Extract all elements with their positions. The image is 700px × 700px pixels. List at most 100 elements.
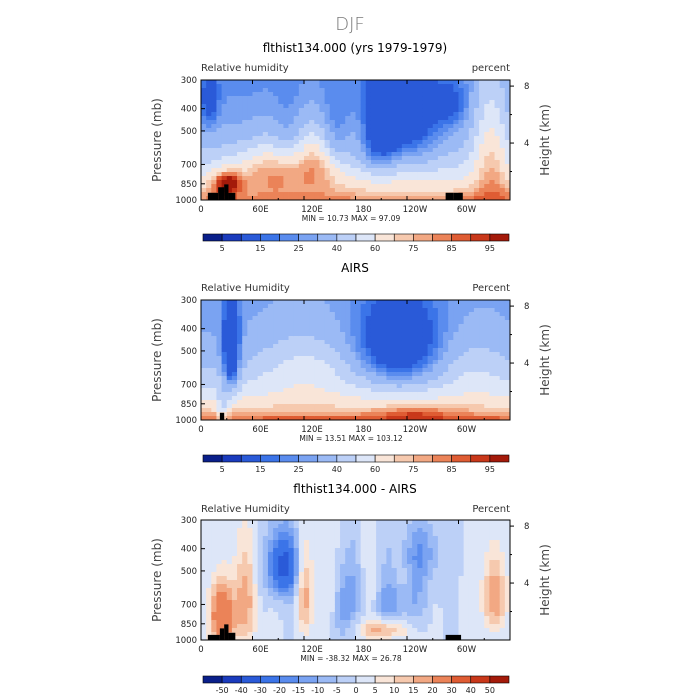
heatmap-cell [360, 380, 367, 385]
heatmap-cell [278, 340, 284, 345]
heatmap-cell [314, 176, 320, 181]
heatmap-cell [484, 100, 490, 105]
heatmap-cell [391, 384, 398, 389]
heatmap-cell [453, 384, 459, 389]
heatmap-cell [334, 588, 341, 593]
heatmap-cell [355, 172, 362, 177]
topography-mask [218, 187, 225, 200]
heatmap-cell [298, 324, 305, 329]
heatmap-cell [262, 396, 269, 401]
heatmap-cell [340, 536, 346, 541]
heatmap-cell [216, 576, 222, 581]
heatmap-cell [489, 348, 495, 353]
heatmap-cell [298, 184, 305, 189]
heatmap-cell [494, 404, 501, 409]
heatmap-cell [257, 112, 264, 117]
heatmap-cell [211, 572, 217, 577]
heatmap-cell [216, 108, 222, 113]
heatmap-cell [504, 384, 511, 389]
heatmap-cell [365, 588, 372, 593]
heatmap-cell [329, 176, 336, 181]
heatmap-cell [216, 88, 222, 93]
heatmap-cell [376, 144, 382, 149]
heatmap-cell [314, 160, 320, 165]
heatmap-cell [293, 408, 300, 413]
heatmap-cell [499, 324, 506, 329]
heatmap-cell [365, 140, 372, 145]
heatmap-cell [494, 108, 501, 113]
heatmap-cell [237, 560, 243, 565]
heatmap-cell [262, 380, 269, 385]
heatmap-cell [288, 576, 295, 581]
heatmap-cell [288, 532, 295, 537]
heatmap-cell [334, 628, 341, 633]
heatmap-cell [293, 104, 300, 109]
colorbar-swatch [470, 233, 491, 242]
heatmap-cell [278, 144, 284, 149]
heatmap-cell [345, 312, 351, 317]
heatmap-cell [319, 548, 325, 553]
heatmap-cell [257, 172, 264, 177]
heatmap-cell [201, 596, 207, 601]
heatmap-cell [401, 180, 408, 185]
heatmap-cell [417, 324, 423, 329]
heatmap-cell [211, 316, 217, 321]
heatmap-cell [448, 180, 454, 185]
heatmap-cell [443, 176, 449, 181]
heatmap-cell [206, 632, 212, 637]
heatmap-cell [448, 412, 454, 417]
heatmap-cell [226, 100, 233, 105]
heatmap-cell [401, 584, 408, 589]
heatmap-cell [267, 148, 274, 153]
heatmap-cell [283, 608, 289, 613]
heatmap-cell [468, 168, 475, 173]
heatmap-cell [252, 560, 259, 565]
heatmap-cell [396, 192, 403, 197]
heatmap-cell [262, 196, 269, 201]
heatmap-cell [499, 308, 506, 313]
heatmap-cell [226, 408, 233, 413]
heatmap-cell [334, 176, 341, 181]
heatmap-cell [334, 584, 341, 589]
heatmap-cell [226, 324, 233, 329]
heatmap-cell [278, 356, 284, 361]
heatmap-cell [273, 100, 279, 105]
heatmap-cell [242, 128, 248, 133]
panel-1: flthist134.000 (yrs 1979-1979)Relative h… [150, 41, 552, 253]
heatmap-cell [360, 524, 367, 529]
heatmap-cell [314, 620, 320, 625]
heatmap-cell [334, 308, 341, 313]
heatmap-cell [309, 596, 315, 601]
heatmap-cell [309, 356, 315, 361]
heatmap-cell [298, 196, 305, 201]
heatmap-cell [381, 564, 387, 569]
heatmap-cell [365, 576, 372, 581]
heatmap-cell [345, 164, 351, 169]
heatmap-cell [427, 340, 434, 345]
heatmap-cell [257, 320, 264, 325]
heatmap-cell [370, 568, 377, 573]
heatmap-cell [247, 636, 253, 641]
heatmap-cell [231, 604, 238, 609]
heatmap-cell [288, 408, 295, 413]
heatmap-cell [355, 392, 362, 397]
heatmap-cell [247, 328, 253, 333]
heatmap-cell [237, 96, 243, 101]
heatmap-cell [319, 600, 325, 605]
heatmap-cell [237, 184, 243, 189]
heatmap-cell [226, 580, 233, 585]
heatmap-cell [391, 112, 398, 117]
heatmap-cell [448, 336, 454, 341]
heatmap-cell [257, 536, 264, 541]
heatmap-cell [314, 100, 320, 105]
heatmap-cell [262, 532, 269, 537]
heatmap-cell [386, 612, 392, 617]
heatmap-cell [489, 148, 495, 153]
heatmap-cell [304, 412, 310, 417]
heatmap-cell [376, 336, 382, 341]
heatmap-cell [381, 140, 387, 145]
heatmap-cell [422, 304, 428, 309]
heatmap-cell [468, 404, 475, 409]
heatmap-cell [427, 100, 434, 105]
heatmap-cell [329, 340, 336, 345]
